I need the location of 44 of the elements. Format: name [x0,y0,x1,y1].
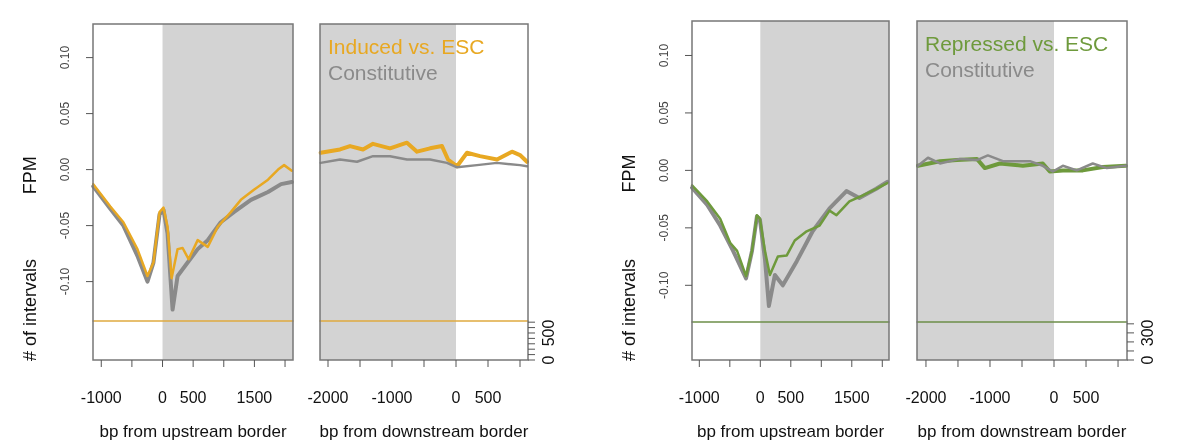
text: Induced vs. ESC [328,35,485,58]
y-tick-label: 0.00 [657,158,671,183]
y-tick-label: -0.05 [657,213,671,242]
y2-tick-label: 0 [540,355,557,365]
y-tick-label: 0.05 [657,100,671,125]
x-tick-label: -2000 [307,389,349,406]
x-axis-title: bp from upstream border [99,422,287,441]
x-tick-label: -2000 [905,389,947,406]
x-tick-label: 0 [451,389,461,406]
x-tick-label: -1000 [371,389,413,406]
y-tick-label: 0.10 [657,43,671,68]
y-tick-label: -0.10 [58,267,72,296]
y-tick-label: 0.00 [58,157,72,182]
y2-tick-label: 300 [1139,319,1156,347]
x-tick-label: 500 [1072,389,1100,406]
y-axis-title: FPM [619,154,639,193]
x-tick-label: 500 [777,389,805,406]
text: # of intervals [20,258,40,362]
text: # of intervals [619,258,639,362]
line-series [690,181,889,278]
x-tick-label: -1000 [80,389,122,406]
x-tick-label: 0 [755,389,765,406]
y-axis-title: FPM [20,156,40,195]
y-tick-label: 0.10 [58,45,72,70]
x-tick-label: 500 [474,389,502,406]
text: Constitutive [328,61,438,84]
x-axis-title: bp from downstream border [319,422,529,441]
x-axis-title: bp from downstream border [917,422,1127,441]
x-tick-label: 0 [1049,389,1059,406]
x-tick-label: 1500 [236,389,273,406]
x-tick-label: 0 [158,389,168,406]
y2-tick-label: 500 [540,319,557,347]
x-tick-label: -1000 [678,389,720,406]
y-tick-label: 0.05 [58,101,72,126]
text: Constitutive [925,58,1035,81]
x-tick-label: 1500 [834,389,870,406]
line-series [92,163,294,280]
text: Repressed vs. ESC [925,32,1109,55]
x-tick-label: 500 [179,389,207,406]
y-tick-label: -0.10 [657,271,671,299]
y-tick-label: -0.05 [58,211,72,240]
y2-tick-label: 0 [1139,355,1156,365]
x-axis-title: bp from upstream border [696,422,885,441]
x-tick-label: -1000 [969,389,1011,406]
